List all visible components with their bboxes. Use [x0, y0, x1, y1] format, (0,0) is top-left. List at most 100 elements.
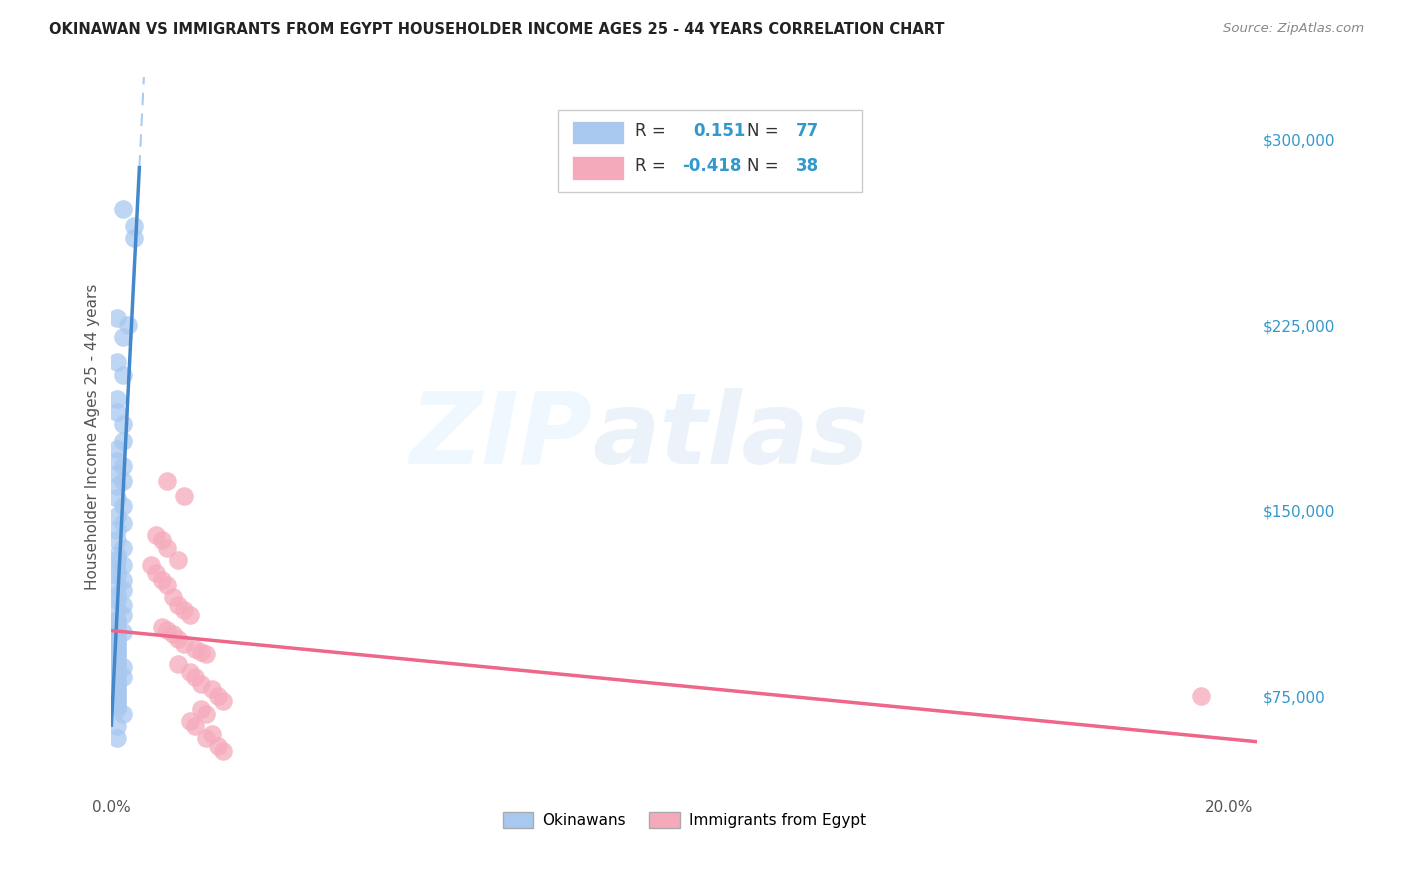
Text: -0.418: -0.418 [682, 157, 741, 175]
Text: Source: ZipAtlas.com: Source: ZipAtlas.com [1223, 22, 1364, 36]
Point [111, 499, 134, 513]
Point [111, 516, 134, 530]
Text: R =: R = [636, 157, 666, 175]
Point [145, 528, 167, 542]
Point [201, 726, 224, 740]
Point [105, 719, 128, 733]
Point [105, 355, 128, 369]
Point [105, 694, 128, 708]
Point [105, 613, 128, 627]
FancyBboxPatch shape [558, 110, 862, 193]
Point [105, 578, 128, 592]
Text: N =: N = [748, 122, 779, 140]
Point [105, 665, 128, 679]
Point [190, 702, 212, 716]
Point [111, 582, 134, 597]
Legend: Okinawans, Immigrants from Egypt: Okinawans, Immigrants from Egypt [496, 806, 872, 834]
Point [156, 623, 179, 637]
Text: 0.151: 0.151 [693, 122, 747, 140]
Text: atlas: atlas [593, 388, 869, 485]
Text: OKINAWAN VS IMMIGRANTS FROM EGYPT HOUSEHOLDER INCOME AGES 25 - 44 YEARS CORRELAT: OKINAWAN VS IMMIGRANTS FROM EGYPT HOUSEH… [49, 22, 945, 37]
Point [105, 637, 128, 651]
Point [105, 645, 128, 659]
Point [111, 459, 134, 474]
Point [167, 657, 190, 672]
Point [212, 694, 235, 708]
Point [179, 714, 201, 728]
Point [105, 667, 128, 681]
Point [105, 627, 128, 641]
Point [184, 642, 207, 657]
Point [105, 635, 128, 649]
Point [111, 558, 134, 573]
Point [105, 647, 128, 661]
Point [105, 649, 128, 664]
FancyBboxPatch shape [572, 120, 624, 145]
Point [105, 652, 128, 666]
FancyBboxPatch shape [572, 156, 624, 180]
Point [105, 442, 128, 456]
Point [195, 647, 218, 661]
Point [105, 687, 128, 701]
Point [105, 392, 128, 407]
Point [111, 573, 134, 587]
Point [111, 417, 134, 431]
Point [190, 677, 212, 691]
Point [105, 533, 128, 548]
Point [167, 632, 190, 647]
Point [122, 219, 145, 233]
Point [1191, 690, 1213, 704]
Text: R =: R = [636, 122, 666, 140]
Point [150, 573, 173, 587]
Point [105, 690, 128, 704]
Point [105, 677, 128, 691]
Point [105, 603, 128, 617]
Point [139, 558, 162, 573]
Point [167, 598, 190, 612]
Point [179, 607, 201, 622]
Point [105, 592, 128, 607]
Point [162, 627, 184, 641]
Point [207, 690, 229, 704]
Text: N =: N = [748, 157, 779, 175]
Point [105, 491, 128, 506]
Text: ZIP: ZIP [409, 388, 593, 485]
Point [111, 598, 134, 612]
Point [201, 681, 224, 696]
Point [105, 655, 128, 669]
Point [184, 669, 207, 683]
Point [105, 563, 128, 577]
Point [105, 674, 128, 689]
Point [184, 719, 207, 733]
Point [195, 706, 218, 721]
Point [105, 508, 128, 523]
Point [195, 731, 218, 746]
Point [111, 669, 134, 683]
Point [105, 632, 128, 647]
Point [105, 699, 128, 714]
Point [162, 591, 184, 605]
Point [111, 659, 134, 673]
Point [105, 681, 128, 696]
Point [105, 697, 128, 711]
Point [105, 548, 128, 562]
Point [173, 637, 195, 651]
Point [212, 744, 235, 758]
Text: 77: 77 [796, 122, 818, 140]
Text: 38: 38 [796, 157, 818, 175]
Point [111, 368, 134, 382]
Point [117, 318, 139, 332]
Point [105, 691, 128, 706]
Point [105, 731, 128, 746]
Point [122, 231, 145, 245]
Point [105, 405, 128, 419]
Point [111, 706, 134, 721]
Point [105, 662, 128, 676]
Point [105, 454, 128, 468]
Point [173, 603, 195, 617]
Point [145, 566, 167, 580]
Point [156, 474, 179, 488]
Point [105, 657, 128, 672]
Point [167, 553, 190, 567]
Point [156, 578, 179, 592]
